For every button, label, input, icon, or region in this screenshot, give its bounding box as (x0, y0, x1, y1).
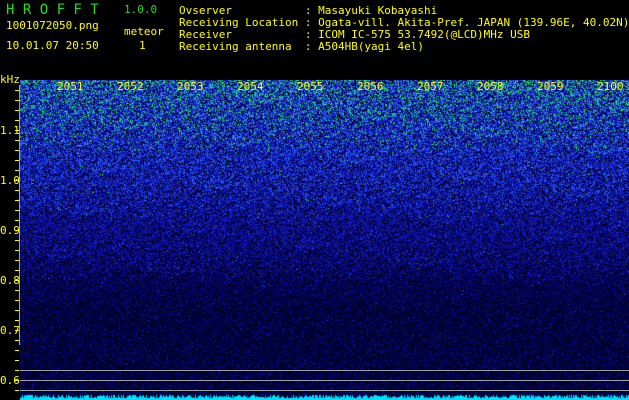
y-tick (15, 350, 19, 351)
unit-label: kHz (0, 73, 20, 86)
info-row: Receiving antenna : A504HB(yagi 4el) (179, 41, 629, 53)
y-tick (15, 310, 19, 311)
info-value: : ICOM IC-575 53.7492(@LCD)MHz USB (304, 28, 530, 41)
y-tick-label: 0.9 (0, 224, 20, 237)
info-row: Receiver : ICOM IC-575 53.7492(@LCD)MHz U… (179, 29, 629, 41)
y-tick-label: 0.6 (0, 374, 20, 387)
time-label: 2059 (537, 80, 564, 93)
spectrogram (20, 80, 629, 400)
y-tick (15, 130, 19, 131)
info-label: Receiving antenna (179, 40, 292, 53)
y-tick-label: 0.8 (0, 274, 20, 287)
y-tick (15, 90, 19, 91)
time-label: 2052 (117, 80, 144, 93)
info-label: Receiver (179, 28, 232, 41)
y-tick (15, 190, 19, 191)
y-tick (15, 100, 19, 101)
y-tick (15, 280, 19, 281)
y-tick-label: 1.0 (0, 174, 20, 187)
time-label: 2058 (477, 80, 504, 93)
y-tick (15, 200, 19, 201)
time-label: 2051 (57, 80, 84, 93)
info-row: Receiving Location : Ogata-vill. Akita-Pr… (179, 17, 629, 29)
app-version: 1.0.0 (124, 3, 158, 16)
time-label: 2055 (297, 80, 324, 93)
filename: 1001072050.png (6, 19, 99, 32)
info-label: Ovserver (179, 4, 232, 17)
info-label: Receiving Location (179, 16, 299, 29)
reference-line (20, 380, 629, 381)
y-tick (15, 210, 19, 211)
y-tick (15, 380, 19, 381)
y-tick (15, 120, 19, 121)
y-tick (15, 140, 19, 141)
y-tick (15, 240, 19, 241)
y-tick (15, 110, 19, 111)
y-tick (15, 390, 19, 391)
time-label: 2057 (417, 80, 444, 93)
y-tick (15, 220, 19, 221)
info-row: Ovserver : Masayuki Kobayashi (179, 5, 629, 17)
y-tick (15, 320, 19, 321)
y-tick (15, 370, 19, 371)
time-label: 2054 (237, 80, 264, 93)
station-info: Ovserver : Masayuki Kobayashi Receiving L… (179, 5, 629, 53)
meteor-label: meteor (124, 25, 164, 38)
frequency-axis-line (19, 85, 20, 345)
y-tick-label: 1.1 (0, 124, 20, 137)
y-tick (15, 300, 19, 301)
app-title: H R O F F T (6, 2, 99, 18)
y-tick (15, 250, 19, 251)
time-label: 2053 (177, 80, 204, 93)
y-tick (15, 260, 19, 261)
y-tick (15, 180, 19, 181)
reference-line (20, 390, 629, 391)
meteor-count: 1 (139, 39, 146, 52)
time-label: 2100 (597, 80, 624, 93)
time-label: 2056 (357, 80, 384, 93)
datetime: 10.01.07 20:50 (6, 39, 99, 52)
y-tick-label: 0.7 (0, 324, 20, 337)
y-tick (15, 330, 19, 331)
y-tick (15, 270, 19, 271)
info-value: : Ogata-vill. Akita-Pref. JAPAN (139.96E… (304, 16, 629, 29)
info-value: : A504HB(yagi 4el) (304, 40, 425, 53)
y-tick (15, 360, 19, 361)
y-tick (15, 150, 19, 151)
y-tick (15, 340, 19, 341)
info-value: : Masayuki Kobayashi (304, 4, 438, 17)
y-tick (15, 290, 19, 291)
y-tick (15, 230, 19, 231)
reference-line (20, 370, 629, 371)
y-tick (15, 170, 19, 171)
y-tick (15, 160, 19, 161)
